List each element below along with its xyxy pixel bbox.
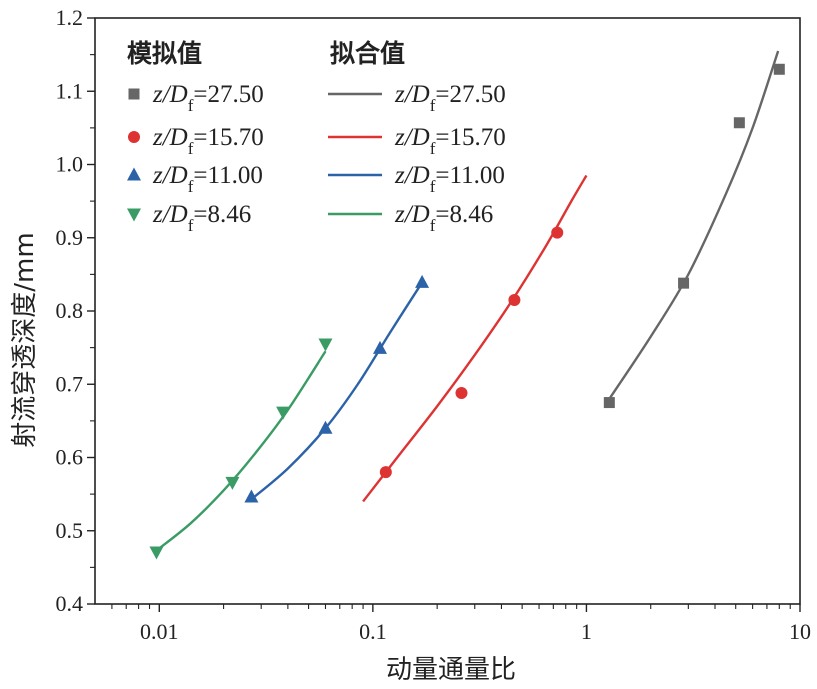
data-point	[379, 466, 392, 479]
legend: 模拟值 拟合值 z/Df=27.50 z/Df=27.50 z/Df=15.70 z/…	[127, 39, 506, 235]
data-point	[318, 420, 333, 434]
series-2	[244, 274, 430, 503]
y-axis: 0.4 0.5 0.6 0.7 0.8 0.9 1.0 1.1 1.2	[56, 5, 95, 616]
y-tick-label: 0.6	[56, 445, 84, 470]
legend-simulated-label: z/Df=11.00	[152, 162, 263, 196]
data-point	[551, 226, 564, 239]
data-point	[603, 397, 615, 409]
legend-fitted-label: z/Df=15.70	[394, 124, 506, 158]
series-0	[603, 50, 785, 409]
data-point	[225, 476, 240, 490]
fit-line	[155, 350, 327, 552]
fit-line	[250, 286, 421, 501]
y-tick-label: 1.1	[56, 78, 84, 103]
x-axis: 0.01 0.1 1 10	[111, 604, 811, 644]
data-point	[318, 338, 333, 352]
data-point	[149, 546, 164, 560]
x-tick-label: 1	[581, 619, 592, 644]
x-tick-label: 0.01	[140, 619, 179, 644]
data-point	[372, 340, 387, 354]
legend-simulated-label: z/Df=8.46	[152, 201, 251, 235]
legend-marker	[127, 208, 141, 222]
y-tick-label: 0.9	[56, 225, 84, 250]
legend-marker	[128, 131, 140, 143]
series-1	[362, 174, 588, 503]
series-3	[149, 338, 333, 560]
data-point	[415, 274, 430, 288]
legend-simulated-label: z/Df=15.70	[152, 124, 264, 158]
y-tick-label: 1.2	[56, 5, 84, 30]
legend-marker	[127, 167, 141, 181]
series-layer	[149, 50, 785, 560]
x-axis-title: 动量通量比	[386, 655, 516, 685]
x-tick-label: 10	[789, 619, 811, 644]
y-tick-label: 0.8	[56, 298, 84, 323]
y-tick-label: 0.4	[56, 591, 84, 616]
fit-line	[362, 174, 588, 503]
fit-line	[608, 50, 780, 400]
data-point	[733, 117, 745, 129]
data-point	[773, 63, 785, 75]
legend-simulated-label: z/Df=27.50	[152, 81, 264, 115]
legend-marker	[128, 88, 140, 100]
data-point	[508, 294, 521, 307]
data-point	[455, 387, 468, 400]
data-point	[678, 277, 690, 289]
y-axis-title: 射流穿透深度/mm	[10, 232, 40, 447]
data-point	[276, 406, 291, 420]
y-tick-label: 0.5	[56, 518, 84, 543]
legend-simulated-heading: 模拟值	[127, 39, 202, 68]
legend-fitted-label: z/Df=27.50	[394, 81, 506, 115]
data-point	[244, 489, 259, 503]
legend-fitted-heading: 拟合值	[330, 39, 405, 68]
y-tick-label: 0.7	[56, 371, 84, 396]
legend-fitted-label: z/Df=8.46	[394, 201, 493, 235]
x-tick-label: 0.1	[359, 619, 387, 644]
y-tick-label: 1.0	[56, 152, 84, 177]
legend-fitted-label: z/Df=11.00	[394, 162, 505, 196]
